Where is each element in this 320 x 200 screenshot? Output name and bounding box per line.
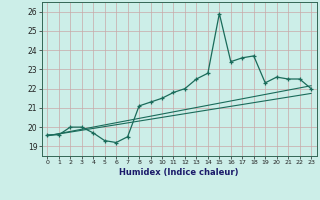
X-axis label: Humidex (Indice chaleur): Humidex (Indice chaleur) xyxy=(119,168,239,177)
